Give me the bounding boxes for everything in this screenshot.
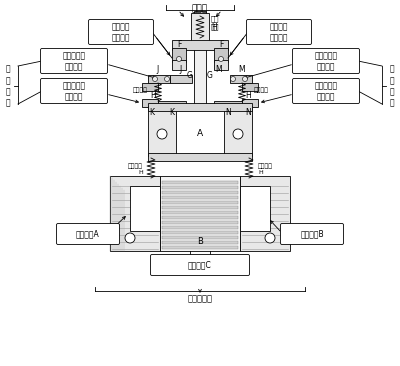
Bar (162, 216, 238, 219)
Text: 辅助触头的
固定触头: 辅助触头的 固定触头 (314, 81, 338, 101)
Bar (242, 99, 258, 107)
Bar (162, 201, 238, 204)
Text: H: H (211, 23, 217, 33)
Bar (162, 186, 238, 189)
FancyBboxPatch shape (292, 49, 360, 74)
Circle shape (233, 129, 243, 139)
Bar (160, 176, 240, 251)
Text: G: G (207, 71, 213, 80)
Text: N: N (245, 108, 251, 117)
Bar (162, 220, 238, 224)
Text: 辅
助
触
头: 辅 助 触 头 (6, 65, 10, 107)
Text: H: H (150, 92, 156, 101)
Bar (214, 60, 228, 70)
Text: 还原弹簧: 还原弹簧 (254, 87, 269, 93)
Text: K: K (150, 108, 154, 117)
Circle shape (125, 233, 135, 243)
FancyBboxPatch shape (88, 19, 154, 45)
Bar (172, 40, 228, 50)
Text: F: F (177, 40, 181, 49)
Text: B: B (197, 236, 203, 246)
Bar (172, 60, 186, 70)
Circle shape (164, 76, 170, 82)
Bar (148, 75, 170, 83)
Text: H: H (245, 92, 251, 101)
Circle shape (157, 129, 167, 139)
Bar (191, 13, 209, 41)
Text: 还原弹簧: 还原弹簧 (133, 87, 148, 93)
Circle shape (265, 233, 275, 243)
Bar (130, 186, 160, 231)
Circle shape (218, 56, 224, 61)
FancyBboxPatch shape (150, 254, 250, 276)
Bar (240, 176, 290, 251)
Text: A: A (197, 130, 203, 138)
Circle shape (242, 76, 248, 82)
Circle shape (152, 76, 158, 82)
FancyBboxPatch shape (56, 224, 120, 244)
Bar (162, 231, 238, 234)
Bar (162, 225, 238, 229)
Bar (172, 48, 186, 62)
Bar (142, 99, 158, 107)
Bar (194, 11, 206, 106)
Bar (230, 75, 252, 83)
Bar (214, 48, 228, 62)
FancyBboxPatch shape (246, 19, 312, 45)
Bar (158, 101, 186, 107)
Text: M: M (216, 65, 222, 74)
Text: J: J (180, 65, 182, 74)
Bar (148, 103, 252, 111)
Bar (214, 101, 242, 107)
Circle shape (230, 76, 236, 82)
Text: K: K (170, 108, 174, 117)
Text: 辅助触头的
可动触头: 辅助触头的 可动触头 (62, 51, 86, 71)
Bar (162, 235, 238, 239)
Bar (240, 186, 270, 231)
Text: J: J (157, 65, 159, 74)
FancyBboxPatch shape (292, 78, 360, 104)
FancyBboxPatch shape (280, 224, 344, 244)
Text: 还原弹簧
H: 还原弹簧 H (128, 163, 143, 175)
FancyBboxPatch shape (40, 78, 108, 104)
Text: G: G (187, 71, 193, 80)
Text: 可动铁芯A: 可动铁芯A (76, 229, 100, 239)
Text: 辅助触头的
固定触头: 辅助触头的 固定触头 (62, 81, 86, 101)
FancyBboxPatch shape (40, 49, 108, 74)
Text: 控制电磁铁: 控制电磁铁 (188, 294, 212, 303)
Bar (162, 210, 238, 214)
Bar (242, 83, 258, 91)
Bar (162, 205, 238, 209)
Text: N: N (225, 108, 231, 117)
Bar (142, 83, 158, 91)
Text: 还原
弹簧: 还原 弹簧 (211, 16, 220, 30)
Text: 主触头的
固定触头: 主触头的 固定触头 (112, 22, 130, 42)
Text: F: F (219, 40, 223, 49)
Text: 辅
助
触
头: 辅 助 触 头 (390, 65, 394, 107)
Text: M: M (239, 65, 245, 74)
Text: 辅助触头的
可动触头: 辅助触头的 可动触头 (314, 51, 338, 71)
Bar (224, 106, 252, 156)
Text: 还原弹簧
H: 还原弹簧 H (258, 163, 273, 175)
Bar (162, 246, 238, 249)
Bar (170, 75, 192, 83)
Bar (110, 176, 160, 251)
Circle shape (176, 56, 182, 61)
Text: 电磁线圈C: 电磁线圈C (188, 261, 212, 269)
Bar (162, 240, 238, 244)
Bar (162, 180, 238, 184)
Bar (148, 106, 176, 156)
Bar (162, 190, 238, 194)
Text: 主触头: 主触头 (192, 4, 208, 13)
Text: 主触头的
可动触头: 主触头的 可动触头 (270, 22, 288, 42)
Bar (148, 153, 252, 161)
Bar (162, 195, 238, 199)
Text: 固定铁芯B: 固定铁芯B (300, 229, 324, 239)
